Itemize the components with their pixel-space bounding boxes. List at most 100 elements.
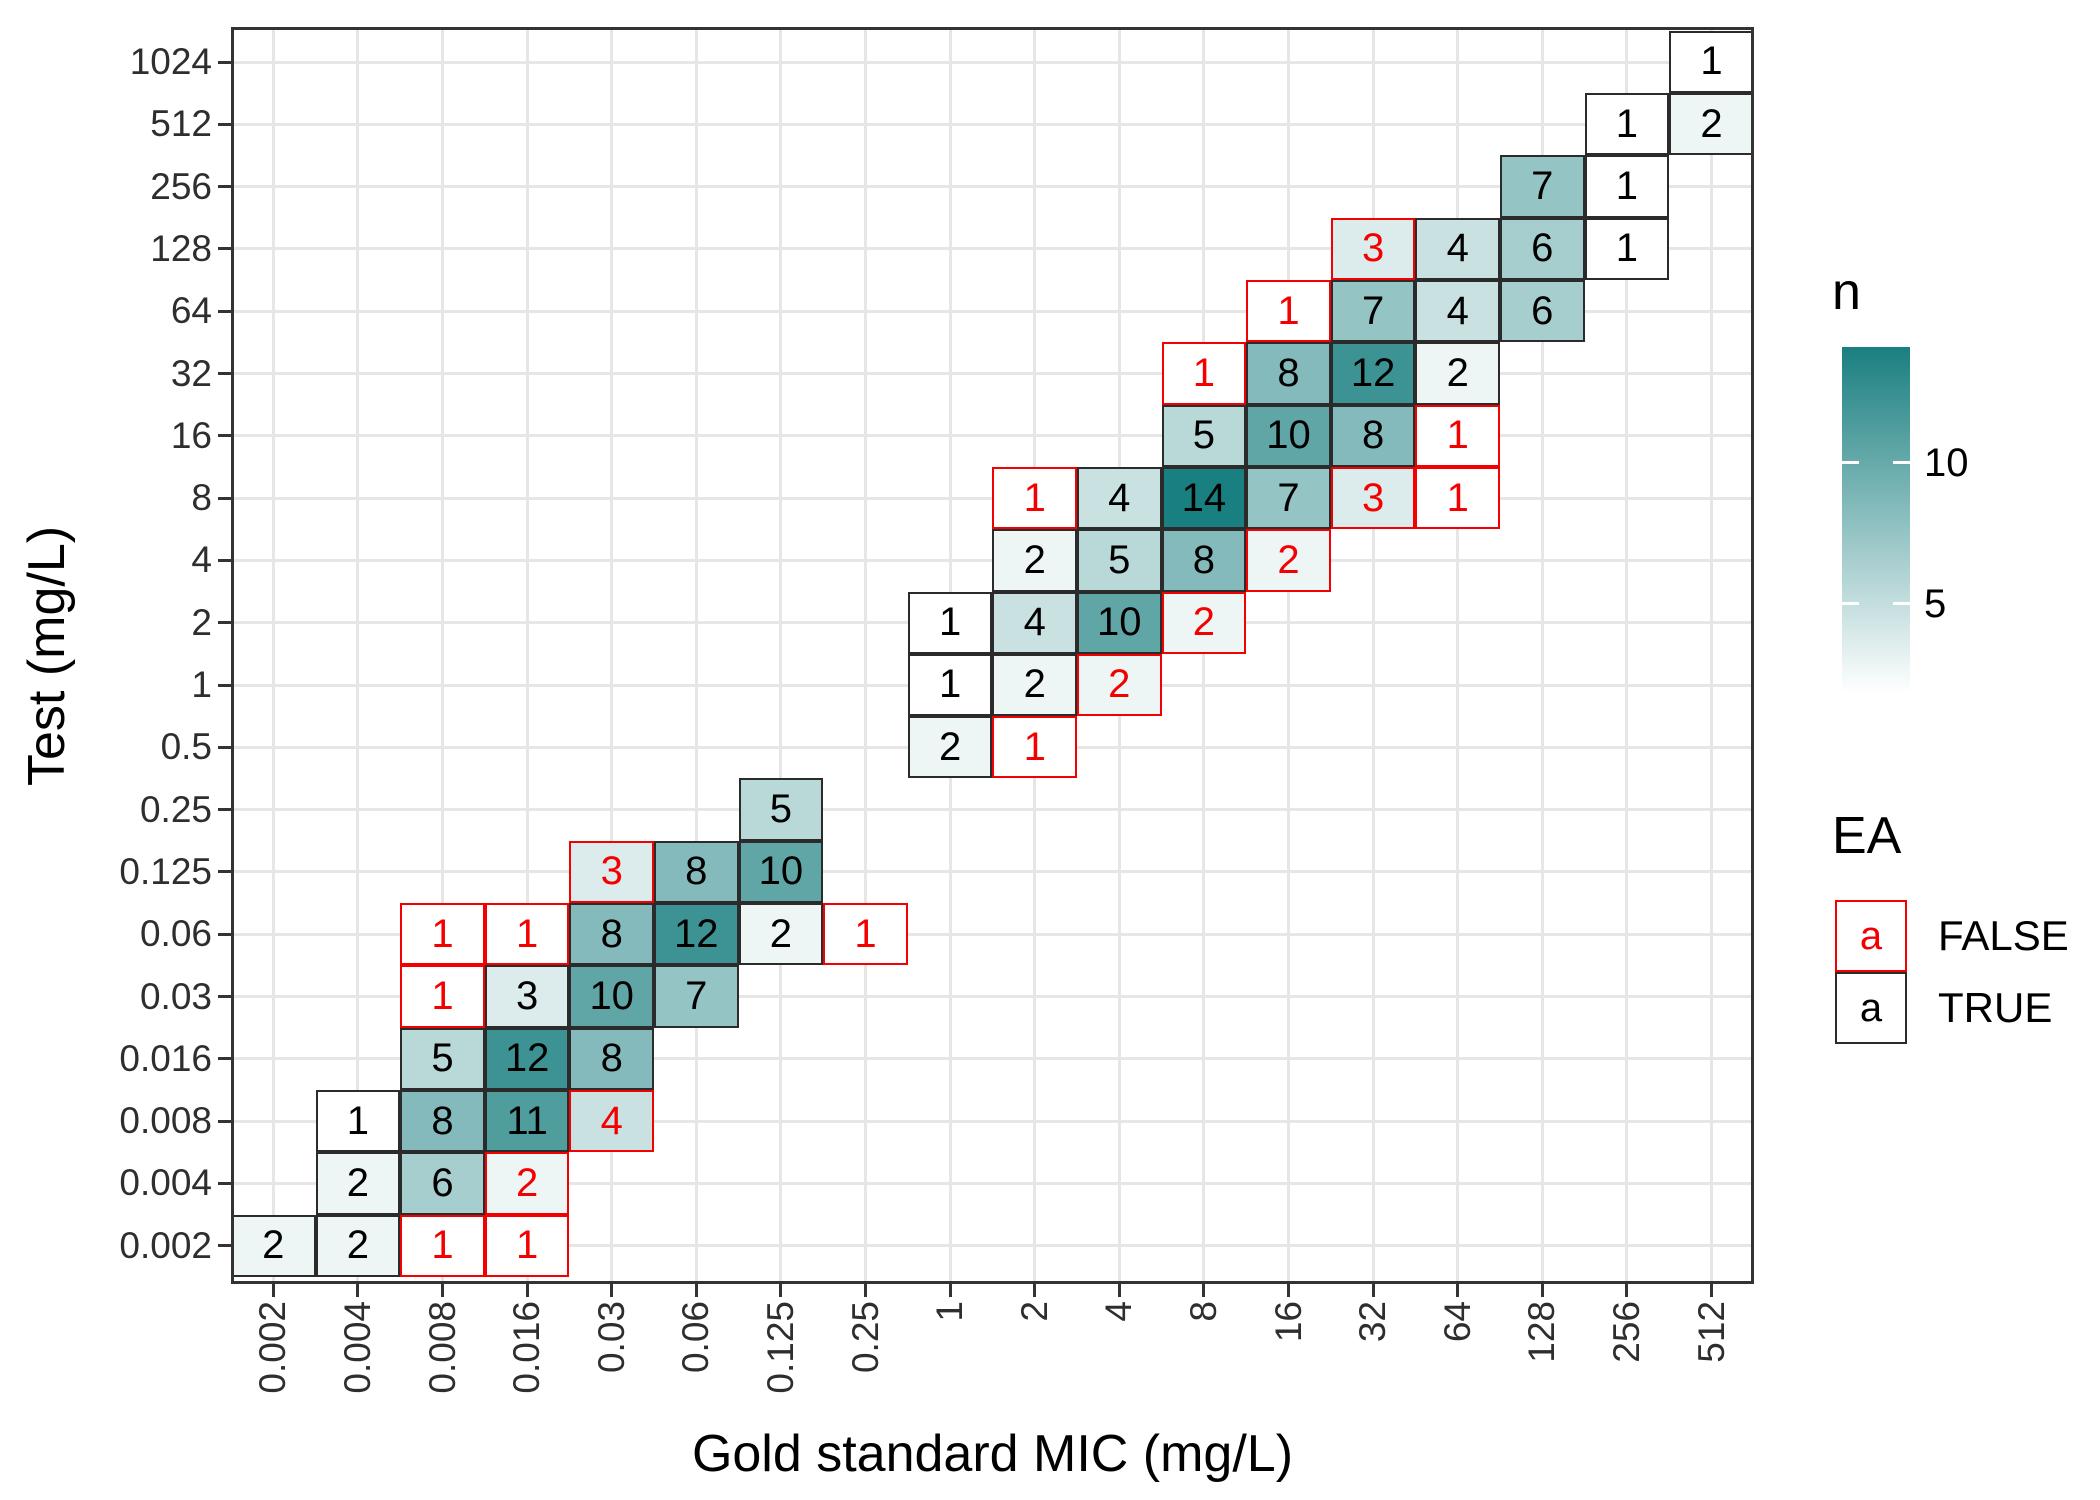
x-tick-label: 0.25 bbox=[844, 1301, 886, 1374]
v-gridline bbox=[1287, 27, 1290, 1284]
h-gridline bbox=[231, 434, 1754, 438]
x-tick-label: 0.06 bbox=[675, 1301, 717, 1374]
heatmap-cell: 2 bbox=[1246, 529, 1331, 592]
heatmap-cell: 12 bbox=[484, 1027, 570, 1090]
v-gridline bbox=[356, 27, 360, 1284]
heatmap-cell: 2 bbox=[1669, 93, 1754, 156]
h-gridline bbox=[231, 995, 1754, 998]
x-axis-tick bbox=[1540, 1284, 1544, 1297]
heatmap-cell: 1 bbox=[992, 466, 1077, 530]
heatmap-cell: 2 bbox=[484, 1152, 570, 1215]
y-axis-tick bbox=[218, 247, 231, 251]
heatmap-cell: 1 bbox=[484, 1214, 570, 1277]
heatmap-cell: 6 bbox=[400, 1152, 485, 1215]
y-axis-tick bbox=[218, 683, 231, 687]
heatmap-cell: 1 bbox=[1161, 342, 1247, 405]
x-axis-tick bbox=[1710, 1284, 1713, 1297]
heatmap-cell: 1 bbox=[1415, 404, 1500, 467]
v-gridline bbox=[1456, 27, 1460, 1284]
ea-false-label: FALSE bbox=[1938, 912, 2069, 959]
x-tick-label: 0.03 bbox=[590, 1301, 632, 1374]
y-axis-tick bbox=[218, 808, 231, 812]
ea-true-key-swatch: a bbox=[1835, 972, 1907, 1044]
heatmap-cell: 8 bbox=[400, 1089, 485, 1153]
heatmap-cell: 10 bbox=[1246, 404, 1331, 467]
x-axis-tick bbox=[694, 1284, 698, 1297]
x-axis-tick bbox=[441, 1284, 444, 1297]
heatmap-cell: 10 bbox=[738, 840, 824, 904]
heatmap-cell: 1 bbox=[907, 653, 993, 717]
x-tick-label: 2 bbox=[1013, 1301, 1055, 1322]
heatmap-cell: 8 bbox=[654, 840, 739, 904]
heatmap-cell: 5 bbox=[738, 778, 824, 841]
x-tick-label: 512 bbox=[1690, 1301, 1732, 1363]
heatmap-cell: 2 bbox=[1161, 591, 1247, 654]
y-axis-tick bbox=[218, 558, 231, 562]
x-axis-tick bbox=[1456, 1284, 1460, 1297]
fill-legend-tick-5-right bbox=[1893, 602, 1910, 605]
y-tick-label: 16 bbox=[170, 414, 212, 456]
h-gridline bbox=[231, 60, 1754, 64]
v-gridline bbox=[1540, 27, 1544, 1284]
heatmap-cell: 8 bbox=[569, 903, 654, 966]
y-axis-tick bbox=[218, 434, 231, 438]
y-tick-label: 0.25 bbox=[139, 788, 212, 830]
y-axis-tick bbox=[218, 870, 231, 874]
y-axis-tick bbox=[218, 496, 231, 500]
heatmap-cell: 2 bbox=[315, 1152, 401, 1215]
h-gridline bbox=[231, 309, 1754, 313]
x-tick-label: 8 bbox=[1182, 1301, 1224, 1322]
y-tick-label: 0.125 bbox=[119, 850, 212, 892]
heatmap-cell: 10 bbox=[569, 965, 654, 1028]
y-tick-label: 1024 bbox=[129, 41, 212, 82]
x-tick-label: 0.016 bbox=[506, 1301, 548, 1394]
heatmap-cell: 2 bbox=[992, 529, 1077, 592]
y-axis-tick bbox=[218, 621, 231, 625]
heatmap-cell: 2 bbox=[315, 1214, 401, 1277]
heatmap-cell: 8 bbox=[1161, 529, 1247, 592]
h-gridline bbox=[231, 870, 1754, 874]
y-tick-label: 2 bbox=[191, 601, 212, 643]
y-tick-label: 256 bbox=[150, 165, 212, 207]
heatmap-cell: 1 bbox=[1246, 280, 1331, 343]
x-tick-label: 4 bbox=[1098, 1301, 1140, 1322]
h-gridline bbox=[231, 247, 1754, 251]
heatmap-cell: 4 bbox=[569, 1089, 654, 1153]
y-tick-label: 0.016 bbox=[119, 1037, 212, 1079]
y-tick-label: 32 bbox=[170, 352, 212, 394]
fill-legend-tick-10-right bbox=[1893, 461, 1910, 464]
x-axis-tick bbox=[864, 1284, 867, 1297]
y-tick-label: 0.008 bbox=[119, 1100, 212, 1142]
heatmap-cell: 1 bbox=[1584, 93, 1670, 156]
h-gridline bbox=[231, 1244, 1754, 1248]
v-gridline bbox=[779, 27, 783, 1284]
v-gridline bbox=[1202, 27, 1206, 1284]
y-axis-tick bbox=[218, 309, 231, 313]
y-axis-tick bbox=[218, 1244, 231, 1248]
x-axis-tick bbox=[1202, 1284, 1206, 1297]
fill-legend-gradient-bar bbox=[1842, 347, 1910, 693]
v-gridline bbox=[525, 27, 529, 1284]
heatmap-cell: 2 bbox=[992, 653, 1077, 717]
v-gridline bbox=[1625, 27, 1629, 1284]
y-tick-label: 0.002 bbox=[119, 1224, 212, 1266]
y-axis-tick bbox=[218, 932, 231, 936]
x-axis-tick bbox=[610, 1284, 614, 1297]
heatmap-cell: 4 bbox=[1415, 217, 1500, 281]
heatmap-cell: 1 bbox=[1584, 217, 1670, 281]
heatmap-cell: 5 bbox=[400, 1027, 485, 1090]
heatmap-cell: 3 bbox=[484, 965, 570, 1028]
ea-legend-title: EA bbox=[1832, 807, 1902, 865]
heatmap-cell: 8 bbox=[1246, 342, 1331, 405]
heatmap-cell: 7 bbox=[1330, 280, 1416, 343]
v-gridline bbox=[864, 27, 867, 1284]
heatmap-cell: 2 bbox=[1077, 653, 1162, 717]
heatmap-cell: 7 bbox=[1246, 466, 1331, 530]
heatmap-cell: 12 bbox=[1330, 342, 1416, 405]
y-tick-label: 4 bbox=[191, 539, 212, 581]
heatmap-cell: 3 bbox=[1330, 217, 1416, 281]
heatmap-cell: 4 bbox=[1077, 466, 1162, 530]
y-axis-tick bbox=[218, 122, 231, 126]
y-axis-tick bbox=[218, 745, 231, 749]
